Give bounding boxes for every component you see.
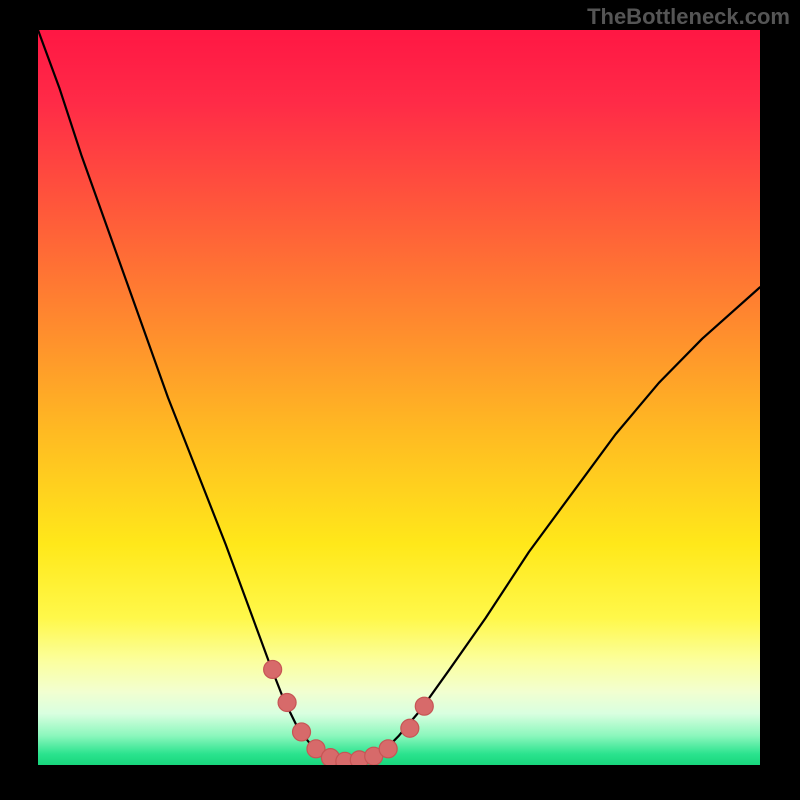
marker-point [264, 660, 282, 678]
marker-point [379, 740, 397, 758]
bottleneck-curve [38, 30, 760, 761]
marker-point [401, 719, 419, 737]
plot-area [38, 30, 760, 765]
marker-point [278, 694, 296, 712]
curve-layer [38, 30, 760, 765]
marker-point [415, 697, 433, 715]
marker-point [293, 723, 311, 741]
watermark-text: TheBottleneck.com [587, 4, 790, 30]
